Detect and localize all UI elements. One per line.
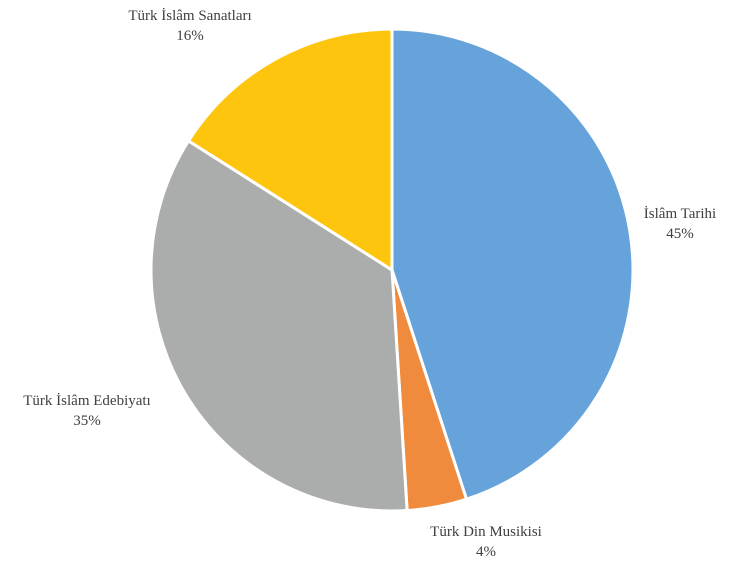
slice-percent-label: 35% (73, 413, 101, 429)
slice-name-label: Türk İslâm Sanatları (128, 8, 251, 24)
slice-percent-label: 16% (176, 28, 204, 44)
pie-slices (149, 27, 635, 513)
slice-labels: İslâm Tarihi 45% Türk Din Musikisi 4% Türk İ… (23, 8, 716, 560)
slice-name-label: İslâm Tarihi (644, 206, 716, 222)
pie-slice-4 (187, 27, 394, 272)
slice-name-label: Türk Din Musikisi (430, 524, 542, 540)
pie-slice-3 (149, 139, 409, 513)
slice-name-label: Türk İslâm Edebiyatı (23, 393, 150, 409)
slice-percent-label: 45% (666, 226, 694, 242)
pie-slice-1 (390, 27, 635, 501)
slice-percent-label: 4% (476, 544, 496, 560)
